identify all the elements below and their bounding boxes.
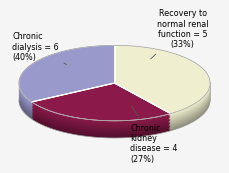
Polygon shape [32,93,171,131]
Polygon shape [114,47,210,115]
Polygon shape [114,51,210,119]
Polygon shape [114,57,210,125]
Polygon shape [19,54,114,111]
Polygon shape [114,48,210,116]
Polygon shape [19,57,114,113]
Polygon shape [32,92,171,129]
Text: Chronic
kidney
disease = 4
(27%): Chronic kidney disease = 4 (27%) [131,106,178,164]
Polygon shape [32,86,171,124]
Polygon shape [32,94,171,132]
Polygon shape [19,47,114,103]
Polygon shape [19,52,114,109]
Polygon shape [19,50,114,106]
Polygon shape [32,96,171,134]
Text: Chronic
dialysis = 6
(40%): Chronic dialysis = 6 (40%) [12,32,67,65]
Polygon shape [32,99,171,136]
Polygon shape [19,58,114,115]
Text: Recovery to
normal renal
function = 5
(33%): Recovery to normal renal function = 5 (3… [151,9,209,59]
Polygon shape [19,48,114,105]
Polygon shape [114,52,210,121]
Polygon shape [114,60,210,128]
Polygon shape [32,89,171,126]
Polygon shape [32,83,171,121]
Polygon shape [19,51,114,108]
Polygon shape [32,87,171,125]
Polygon shape [32,100,171,138]
Polygon shape [32,90,171,128]
Polygon shape [19,62,114,119]
Polygon shape [19,60,114,116]
Polygon shape [114,50,210,118]
Polygon shape [114,61,210,129]
Polygon shape [114,62,210,131]
Polygon shape [19,55,114,112]
Polygon shape [32,84,171,122]
Polygon shape [19,45,114,102]
Polygon shape [114,54,210,122]
Polygon shape [19,61,114,118]
Polygon shape [114,55,210,124]
Polygon shape [114,45,210,114]
Polygon shape [32,97,171,135]
Polygon shape [114,58,210,126]
